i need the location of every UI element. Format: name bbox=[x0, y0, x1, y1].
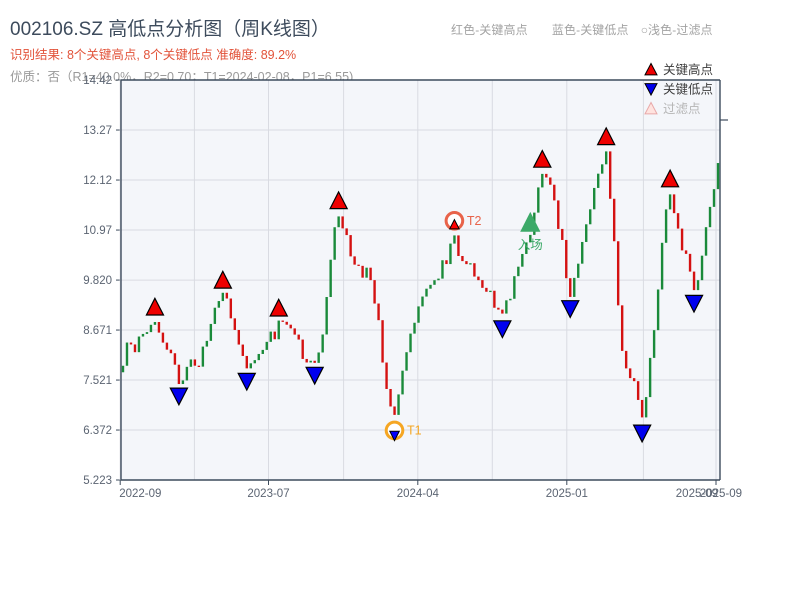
svg-text:8.671: 8.671 bbox=[83, 325, 112, 337]
svg-text:关键低点: 关键低点 bbox=[663, 83, 713, 97]
svg-text:6.372: 6.372 bbox=[83, 425, 112, 437]
svg-text:14.42: 14.42 bbox=[83, 75, 112, 87]
svg-text:13.27: 13.27 bbox=[83, 125, 112, 137]
svg-text:2024-04: 2024-04 bbox=[397, 488, 440, 500]
svg-text:7.521: 7.521 bbox=[83, 375, 112, 387]
svg-text:10.97: 10.97 bbox=[83, 225, 112, 237]
svg-text:关键高点: 关键高点 bbox=[663, 62, 713, 77]
svg-text:T1: T1 bbox=[407, 423, 422, 437]
svg-text:过滤点: 过滤点 bbox=[663, 102, 701, 116]
svg-text:5.223: 5.223 bbox=[83, 475, 112, 487]
svg-text:2025-01: 2025-01 bbox=[546, 488, 588, 500]
svg-text:2022-09: 2022-09 bbox=[119, 488, 161, 500]
svg-text:T2: T2 bbox=[467, 214, 482, 228]
svg-text:2025-09: 2025-09 bbox=[676, 488, 718, 500]
svg-text:12.12: 12.12 bbox=[83, 175, 112, 187]
svg-text:入场: 入场 bbox=[518, 238, 543, 252]
svg-text:9.820: 9.820 bbox=[83, 275, 112, 287]
svg-text:2023-07: 2023-07 bbox=[247, 488, 289, 500]
